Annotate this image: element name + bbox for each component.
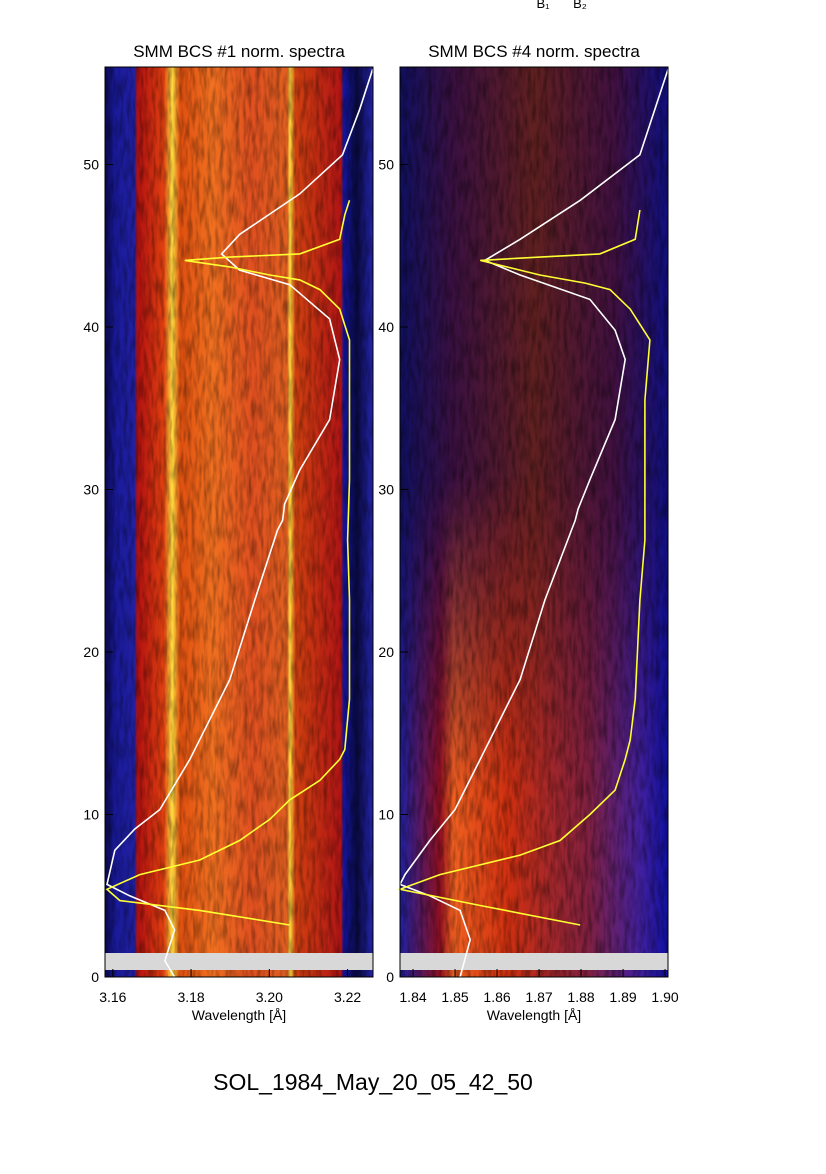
data-line (397, 209, 651, 926)
chart-title: SMM BCS #4 norm. spectra (428, 42, 640, 61)
x-tick-label: 1.89 (609, 989, 636, 1005)
x-tick-label: 1.84 (399, 989, 426, 1005)
y-tick-label: 20 (83, 644, 99, 660)
x-tick-label: 3.16 (99, 989, 126, 1005)
x-tick-label: 1.85 (441, 989, 468, 1005)
top-label: B₁ (536, 0, 550, 11)
y-tick-label: 30 (378, 482, 394, 498)
y-tick-label: 40 (378, 319, 394, 335)
x-tick-label: 1.88 (567, 989, 594, 1005)
data-line (106, 69, 374, 978)
y-tick-label: 40 (83, 319, 99, 335)
heatmap-2 (400, 67, 668, 977)
y-tick-label: 20 (378, 644, 394, 660)
x-axis-label: Wavelength [Å] (192, 1007, 286, 1023)
plot-frame (104, 66, 374, 978)
y-tick-label: 50 (83, 157, 99, 173)
y-tick-label: 10 (83, 807, 99, 823)
y-tick-label: 10 (378, 807, 394, 823)
x-tick-label: 3.22 (334, 989, 361, 1005)
x-tick-label: 3.18 (177, 989, 204, 1005)
x-axis-label: Wavelength [Å] (487, 1007, 581, 1023)
x-tick-label: 1.90 (651, 989, 678, 1005)
data-line (398, 69, 669, 978)
plot-frame (399, 66, 669, 978)
data-line (105, 200, 351, 926)
x-tick-label: 1.87 (525, 989, 552, 1005)
top-label: B₂ (573, 0, 587, 11)
y-tick-label: 50 (378, 157, 394, 173)
x-tick-label: 1.86 (483, 989, 510, 1005)
chart-title: SMM BCS #1 norm. spectra (133, 42, 345, 61)
x-tick-label: 3.20 (256, 989, 283, 1005)
y-tick-label: 30 (83, 482, 99, 498)
y-tick-label: 0 (91, 969, 99, 985)
y-tick-label: 0 (386, 969, 394, 985)
heatmap-1 (105, 67, 373, 977)
figure-label: SOL_1984_May_20_05_42_50 (213, 1069, 533, 1095)
